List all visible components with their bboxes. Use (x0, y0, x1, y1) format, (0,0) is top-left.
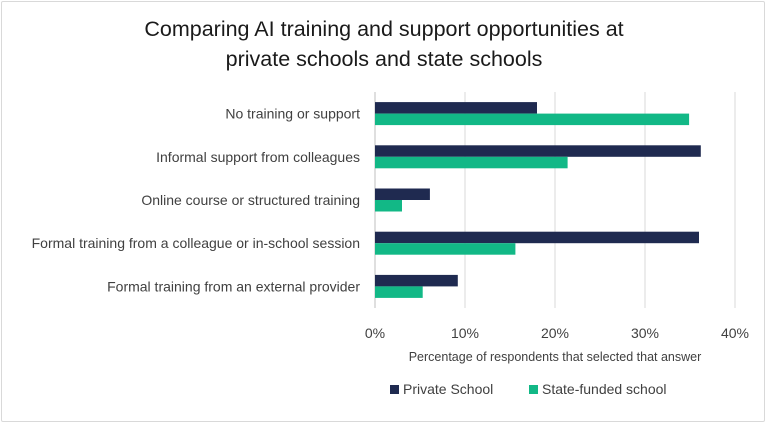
x-tick-label: 30% (631, 325, 659, 341)
x-tick-labels: 0% 10% 20% 30% 40% (365, 325, 749, 341)
bar-private-0 (375, 102, 537, 114)
bars (375, 102, 701, 298)
bar-state-3 (375, 243, 516, 255)
bar-private-3 (375, 231, 699, 244)
category-labels: No training or support Informal support f… (32, 106, 361, 295)
legend-swatch-private (390, 385, 399, 394)
x-tick-label: 0% (365, 325, 385, 341)
bar-state-1 (375, 156, 568, 169)
bar-private-2 (375, 188, 430, 200)
chart-title: Comparing AI training and support opport… (0, 14, 768, 74)
chart-title-line-1: Comparing AI training and support opport… (144, 17, 624, 41)
bar-state-0 (375, 113, 690, 126)
legend-label-state: State-funded school (542, 381, 667, 397)
category-label: Formal training from an external provide… (107, 278, 360, 294)
bar-state-2 (375, 200, 402, 212)
bar-state-4 (375, 286, 423, 298)
gridlines (374, 92, 736, 308)
category-label: Online course or structured training (141, 192, 360, 208)
chart-title-line-2: private schools and state schools (225, 47, 543, 71)
x-tick-label: 40% (721, 325, 749, 341)
bar-private-1 (375, 145, 701, 157)
category-label: Formal training from a colleague or in-s… (32, 235, 360, 251)
legend: Private School State-funded school (390, 381, 667, 397)
legend-swatch-state (529, 385, 538, 394)
x-tick-label: 20% (541, 325, 569, 341)
x-tick-label: 10% (451, 325, 479, 341)
category-label: Informal support from colleagues (156, 149, 360, 165)
legend-label-private: Private School (403, 381, 493, 397)
bar-private-4 (375, 274, 458, 287)
x-axis-title: Percentage of respondents that selected … (409, 350, 702, 364)
category-label: No training or support (225, 106, 360, 122)
